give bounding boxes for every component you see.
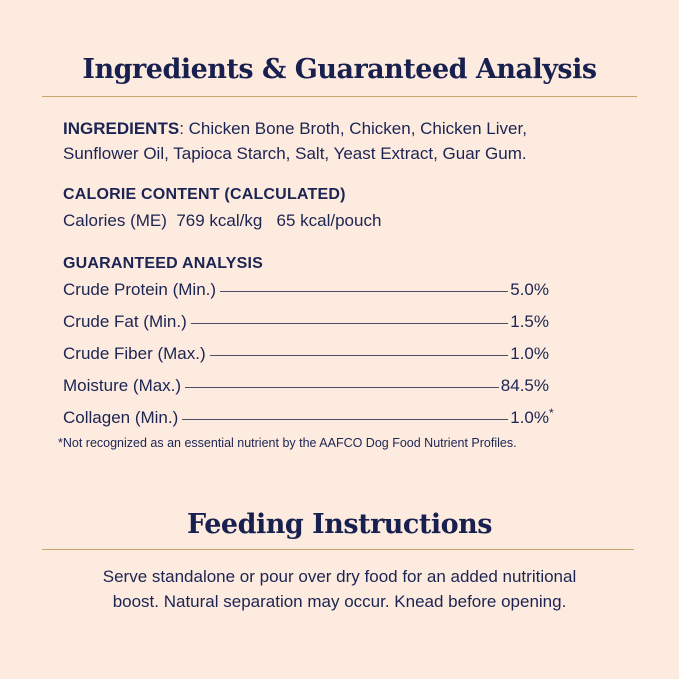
section-title-ingredients-analysis: Ingredients & Guaranteed Analysis — [82, 54, 597, 85]
ingredients-line-2: Sunflower Oil, Tapioca Starch, Salt, Yea… — [63, 144, 527, 163]
feeding-line-2: boost. Natural separation may occur. Kne… — [112, 592, 567, 611]
analysis-row: Moisture (Max.) 84.5% — [63, 374, 549, 398]
row-label: Moisture (Max.) — [63, 376, 182, 395]
row-label: Crude Fat (Min.) — [63, 312, 187, 331]
ingredients-line-1: INGREDIENTS: Chicken Bone Broth, Chicken… — [63, 116, 527, 141]
row-value: 1.5% — [510, 312, 549, 331]
feeding-text: Serve standalone or pour over dry food f… — [0, 564, 679, 614]
leader-line — [190, 322, 509, 324]
row-value: 1.0% — [510, 344, 549, 363]
analysis-row: Crude Fat (Min.) 1.5% — [63, 310, 549, 334]
analysis-row: Crude Protein (Min.) 5.0% — [63, 278, 549, 302]
analysis-row: Crude Fiber (Max.) 1.0% — [63, 342, 549, 366]
row-value-text: 1.0% — [510, 408, 549, 427]
ingredients-text-1: Chicken Bone Broth, Chicken, Chicken Liv… — [188, 119, 527, 138]
section-title-feeding: Feeding Instructions — [187, 509, 492, 540]
row-label: Crude Protein (Min.) — [63, 280, 217, 299]
ingredients-separator: : — [179, 119, 189, 138]
leader-line — [185, 386, 499, 388]
feeding-line-1: Serve standalone or pour over dry food f… — [102, 567, 577, 586]
feeding-divider — [42, 549, 634, 550]
row-value: 1.0% * — [510, 406, 553, 428]
leader-line — [182, 418, 509, 420]
leader-line — [209, 354, 509, 356]
ingredients-label: INGREDIENTS — [63, 119, 180, 138]
footnote-marker: * — [549, 406, 554, 420]
title-divider — [42, 96, 637, 97]
row-value: 84.5% — [500, 376, 549, 395]
footnote: *Not recognized as an essential nutrient… — [58, 436, 517, 450]
row-label: Crude Fiber (Max.) — [63, 344, 206, 363]
row-value: 5.0% — [510, 280, 549, 299]
leader-line — [220, 290, 509, 292]
row-label: Collagen (Min.) — [63, 408, 179, 427]
calorie-text: Calories (ME) 769 kcal/kg 65 kcal/pouch — [63, 211, 382, 230]
analysis-row: Collagen (Min.) 1.0% * — [63, 406, 554, 430]
analysis-heading: GUARANTEED ANALYSIS — [63, 255, 263, 272]
calorie-heading: CALORIE CONTENT (CALCULATED) — [63, 186, 346, 203]
